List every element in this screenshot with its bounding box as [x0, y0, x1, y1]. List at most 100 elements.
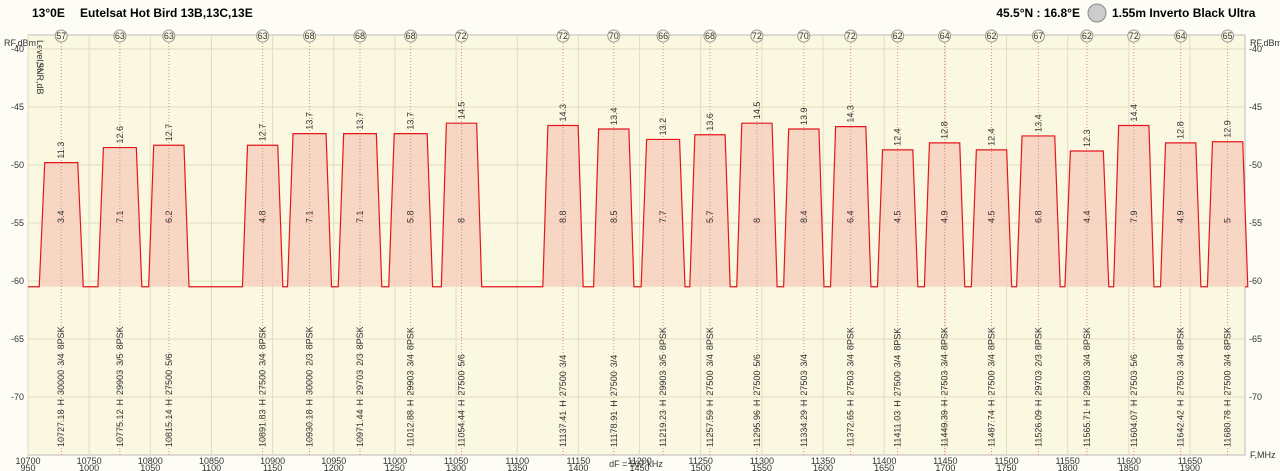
cn-label: 7.1 — [115, 211, 125, 224]
quality-label: 57 — [56, 31, 66, 41]
transponder-sr: 30000 — [305, 370, 315, 395]
transponder-pol: H — [258, 399, 268, 406]
x-tick-label: 10950 — [321, 456, 346, 466]
transponder-freq: 11565.71 — [1082, 410, 1092, 447]
transponder-freq: 11137.41 — [558, 411, 568, 447]
level-label: Level,% — [35, 40, 45, 72]
spectrum-line — [28, 122, 1249, 288]
transponder-mod: 8PSK — [258, 326, 268, 349]
transponder-pol: H — [457, 400, 467, 407]
transponder-mod: 8PSK — [1033, 327, 1043, 350]
transponder-freq: 11219.23 — [658, 410, 668, 447]
y-tick-label-right: -65 — [1249, 334, 1262, 344]
if-tick-label: 1750 — [996, 463, 1016, 471]
transponder-mod: 8PSK — [893, 328, 903, 351]
transponder-freq: 10930.18 — [305, 409, 315, 447]
transponder-sr: 27500 — [1223, 371, 1233, 396]
quality-label: 67 — [1033, 31, 1043, 41]
transponder-sr: 27500 — [457, 371, 467, 396]
quality-label: 63 — [164, 31, 174, 41]
satellite-name: Eutelsat Hot Bird 13B,13C,13E — [80, 6, 253, 20]
transponder-sr: 27500 — [705, 371, 715, 396]
transponder-mod: 8PSK — [355, 326, 365, 349]
level-label: 13.4 — [609, 107, 619, 125]
transponder-pol: H — [846, 400, 856, 407]
x-tick-label: 11600 — [1117, 456, 1141, 466]
if-tick-label: 1850 — [1119, 463, 1139, 471]
orbital-position: 13°0E — [32, 6, 65, 20]
level-label: 12.4 — [893, 128, 903, 146]
if-tick-label: 1000 — [79, 463, 99, 471]
level-label: 12.7 — [258, 124, 268, 142]
x-tick-label: 10750 — [77, 456, 102, 466]
transponder-fill — [542, 125, 584, 287]
cn-label: 6.4 — [846, 211, 856, 224]
transponder-mod: 8PSK — [846, 327, 856, 350]
x-tick-label: 11200 — [627, 456, 651, 466]
cn-label: 7.7 — [658, 211, 668, 224]
transponder-pol: H — [658, 400, 668, 407]
cn-label: 4.5 — [893, 211, 903, 224]
cn-label: 7.1 — [305, 211, 315, 224]
transponder-info: 10727.18 H 30000 3/4 8PSK — [56, 326, 66, 447]
quality-badge — [303, 29, 317, 43]
quality-badge — [353, 29, 367, 43]
level-label: 11.3 — [56, 142, 66, 159]
transponder-info: 11604.07 H 27503 5/6 — [1129, 354, 1139, 447]
y-tick-label: -45 — [11, 102, 24, 112]
level-label: 12.7 — [164, 124, 174, 142]
transponder-pol: H — [406, 400, 416, 407]
quality-label: 66 — [658, 31, 668, 41]
transponder-fill — [242, 145, 283, 287]
transponder-info: 10930.18 H 30000 2/3 8PSK — [305, 326, 315, 447]
quality-badge — [703, 29, 717, 43]
transponder-fec: 3/5 — [658, 354, 668, 367]
cn-label: 6.8 — [1033, 211, 1043, 224]
transponder-freq: 11257.59 — [705, 410, 715, 447]
transponder-sr: 27500 — [893, 371, 903, 396]
transponder-mod: 8PSK — [940, 327, 950, 350]
quality-label: 72 — [1129, 31, 1139, 41]
cn-label: 4.9 — [1176, 211, 1186, 224]
if-tick-label: 1700 — [935, 463, 955, 471]
transponder-mod: 8PSK — [1082, 327, 1092, 350]
if-tick-label: 1450 — [630, 463, 650, 471]
transponder-fec: 3/4 — [940, 354, 950, 367]
level-label: 14.3 — [558, 104, 568, 122]
globe-icon — [1087, 3, 1107, 23]
x-tick-label: 11150 — [567, 456, 591, 466]
quality-label: 68 — [406, 31, 416, 41]
transponder-sr: 27500 — [609, 371, 619, 396]
x-tick-label: 10800 — [138, 456, 163, 466]
transponder-fec: 5/6 — [164, 353, 174, 366]
y-tick-label-right: -40 — [1249, 44, 1262, 54]
transponder-sr: 29703 — [1033, 371, 1043, 396]
y-tick-label: -65 — [11, 334, 24, 344]
x-tick-label: 10700 — [15, 456, 40, 466]
level-label: 13.6 — [705, 113, 715, 131]
transponder-pol: H — [705, 400, 715, 407]
quality-label: 72 — [558, 31, 568, 41]
if-tick-label: 950 — [20, 463, 35, 471]
quality-badge — [1221, 29, 1235, 43]
transponder-sr: 29903 — [115, 370, 125, 395]
transponder-pol: H — [893, 400, 903, 407]
transponder-info: 11178.91 H 27500 3/4 — [609, 355, 619, 447]
transponder-info: 11137.41 H 27500 3/4 — [558, 355, 568, 447]
quality-badge — [54, 29, 68, 43]
transponder-pol: H — [56, 399, 66, 406]
quality-label: 68 — [305, 31, 315, 41]
transponder-sr: 29703 — [355, 370, 365, 395]
level-label: 12.9 — [1223, 120, 1233, 138]
quality-badge — [1031, 29, 1045, 43]
x-tick-label: 11550 — [1055, 456, 1079, 466]
transponder-fec: 3/4 — [893, 355, 903, 368]
transponder-info: 11372.65 H 27503 3/4 8PSK — [846, 327, 856, 447]
transponder-fec: 5/6 — [457, 354, 467, 367]
transponder-pol: H — [752, 400, 762, 407]
cn-label: 8.4 — [799, 211, 809, 224]
quality-badge — [162, 29, 176, 43]
if-tick-label: 1350 — [507, 463, 527, 471]
y-tick-label-right: -50 — [1249, 160, 1262, 170]
transponder-pol: H — [1082, 400, 1092, 407]
